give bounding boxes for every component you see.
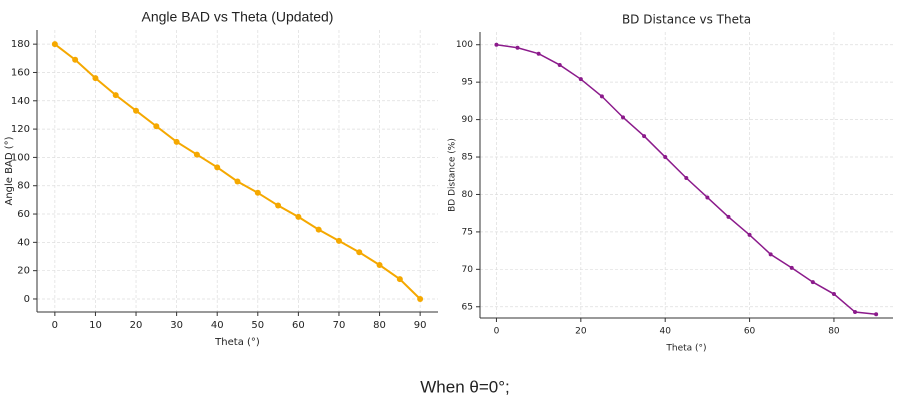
point	[214, 164, 221, 171]
y-axis-label: Angle BAD (°)	[4, 136, 15, 205]
point	[621, 115, 626, 120]
point	[275, 202, 282, 209]
point	[726, 214, 731, 219]
x-tick-label: 20	[575, 327, 587, 337]
x-tick-label: 0	[52, 320, 58, 331]
y-tick-label: 95	[462, 78, 473, 88]
x-tick-label: 30	[170, 320, 183, 331]
point	[396, 276, 403, 283]
point	[133, 107, 140, 114]
point	[557, 62, 562, 67]
y-tick-label: 75	[462, 227, 473, 237]
y-tick-label: 100	[456, 40, 473, 50]
x-tick-label: 60	[292, 320, 305, 331]
y-tick-label: 80	[462, 190, 474, 200]
x-tick-label: 40	[211, 320, 224, 331]
point	[315, 226, 322, 233]
point	[335, 237, 342, 244]
point	[768, 252, 773, 257]
point	[112, 92, 119, 99]
point	[789, 265, 794, 270]
x-tick-label: 10	[89, 320, 102, 331]
point	[51, 41, 58, 48]
point	[831, 292, 836, 297]
y-tick-label: 80	[17, 181, 30, 192]
point	[536, 51, 541, 56]
point	[515, 45, 520, 50]
x-tick-label: 40	[659, 327, 671, 337]
point	[874, 312, 879, 317]
y-tick-label: 180	[11, 39, 30, 50]
point	[92, 75, 99, 82]
x-tick-label: 20	[130, 320, 143, 331]
y-tick-label: 70	[462, 265, 474, 275]
caption: When θ=0°;	[420, 377, 510, 396]
y-tick-label: 85	[462, 153, 473, 163]
point	[376, 262, 383, 268]
point	[193, 151, 200, 158]
point	[153, 123, 160, 130]
y-tick-label: 140	[11, 96, 30, 107]
point	[72, 56, 79, 63]
chart-title: BD Distance vs Theta	[622, 13, 751, 27]
y-tick-label: 40	[17, 237, 30, 248]
y-tick-label: 60	[17, 209, 30, 220]
point	[494, 42, 499, 47]
x-axis-label: Theta (°)	[665, 344, 706, 354]
y-tick-label: 120	[11, 124, 30, 135]
point	[810, 280, 815, 285]
point	[642, 134, 647, 139]
point	[747, 232, 752, 237]
x-tick-label: 80	[373, 320, 386, 331]
y-tick-label: 65	[462, 302, 473, 312]
point	[234, 178, 241, 185]
y-tick-label: 160	[11, 67, 30, 78]
point	[684, 175, 689, 180]
x-axis-label: Theta (°)	[214, 337, 260, 348]
point	[173, 138, 180, 145]
point	[254, 189, 261, 196]
y-axis-label: BD Distance (%)	[448, 138, 458, 212]
x-tick-label: 70	[333, 320, 346, 331]
point	[417, 295, 424, 302]
x-tick-label: 0	[494, 327, 500, 337]
y-tick-label: 0	[24, 294, 30, 305]
point	[578, 77, 583, 82]
y-tick-label: 90	[462, 115, 474, 125]
x-tick-label: 60	[744, 327, 756, 337]
y-tick-label: 100	[11, 152, 30, 163]
point	[705, 195, 710, 200]
x-tick-label: 90	[414, 320, 427, 331]
y-tick-label: 20	[17, 266, 30, 277]
point	[599, 94, 604, 99]
series-line	[54, 43, 421, 300]
x-tick-label: 80	[828, 327, 840, 337]
point	[295, 213, 302, 220]
point	[853, 310, 858, 315]
x-tick-label: 50	[251, 320, 264, 331]
chart-title: Angle BAD vs Theta (Updated)	[142, 9, 334, 25]
point	[663, 155, 668, 160]
point	[356, 249, 363, 256]
